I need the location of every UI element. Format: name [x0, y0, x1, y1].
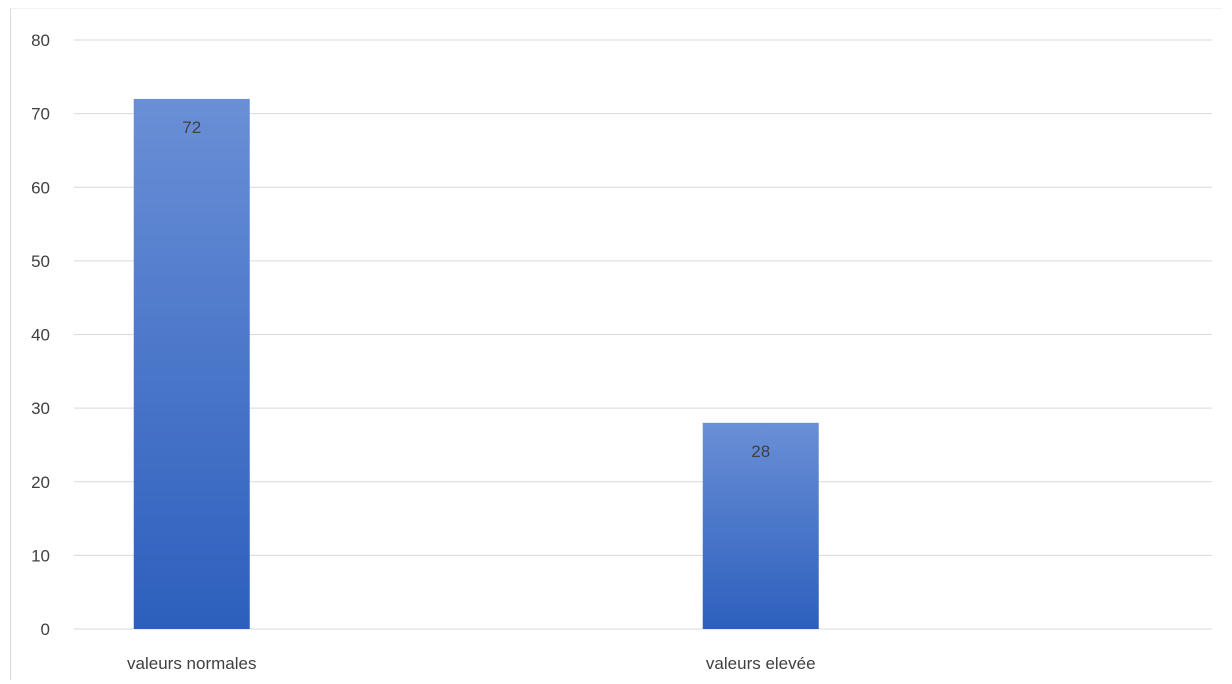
- y-tick-label: 50: [31, 252, 50, 271]
- data-labels: 72 28: [182, 118, 770, 461]
- data-label-2: 28: [751, 442, 770, 461]
- y-tick-label: 70: [31, 105, 50, 124]
- category-label-2: valeurs elevée: [706, 654, 816, 673]
- y-tick-label: 80: [31, 31, 50, 50]
- bar-2: [702, 422, 819, 629]
- bars: [133, 98, 819, 629]
- y-tick-label: 60: [31, 178, 50, 197]
- y-tick-label: 30: [31, 399, 50, 418]
- y-axis-ticks: 0 10 20 30 40 50 60 70 80: [31, 31, 50, 639]
- bar-1: [133, 98, 250, 629]
- chart-area: [10, 8, 1222, 680]
- x-axis-categories: valeurs normales valeurs elevée: [127, 654, 816, 673]
- data-label-1: 72: [182, 118, 201, 137]
- y-tick-label: 0: [41, 620, 50, 639]
- y-tick-label: 40: [31, 326, 50, 345]
- category-label-1: valeurs normales: [127, 654, 256, 673]
- gridlines: [74, 39, 1212, 630]
- y-tick-label: 20: [31, 473, 50, 492]
- y-tick-label: 10: [31, 546, 50, 565]
